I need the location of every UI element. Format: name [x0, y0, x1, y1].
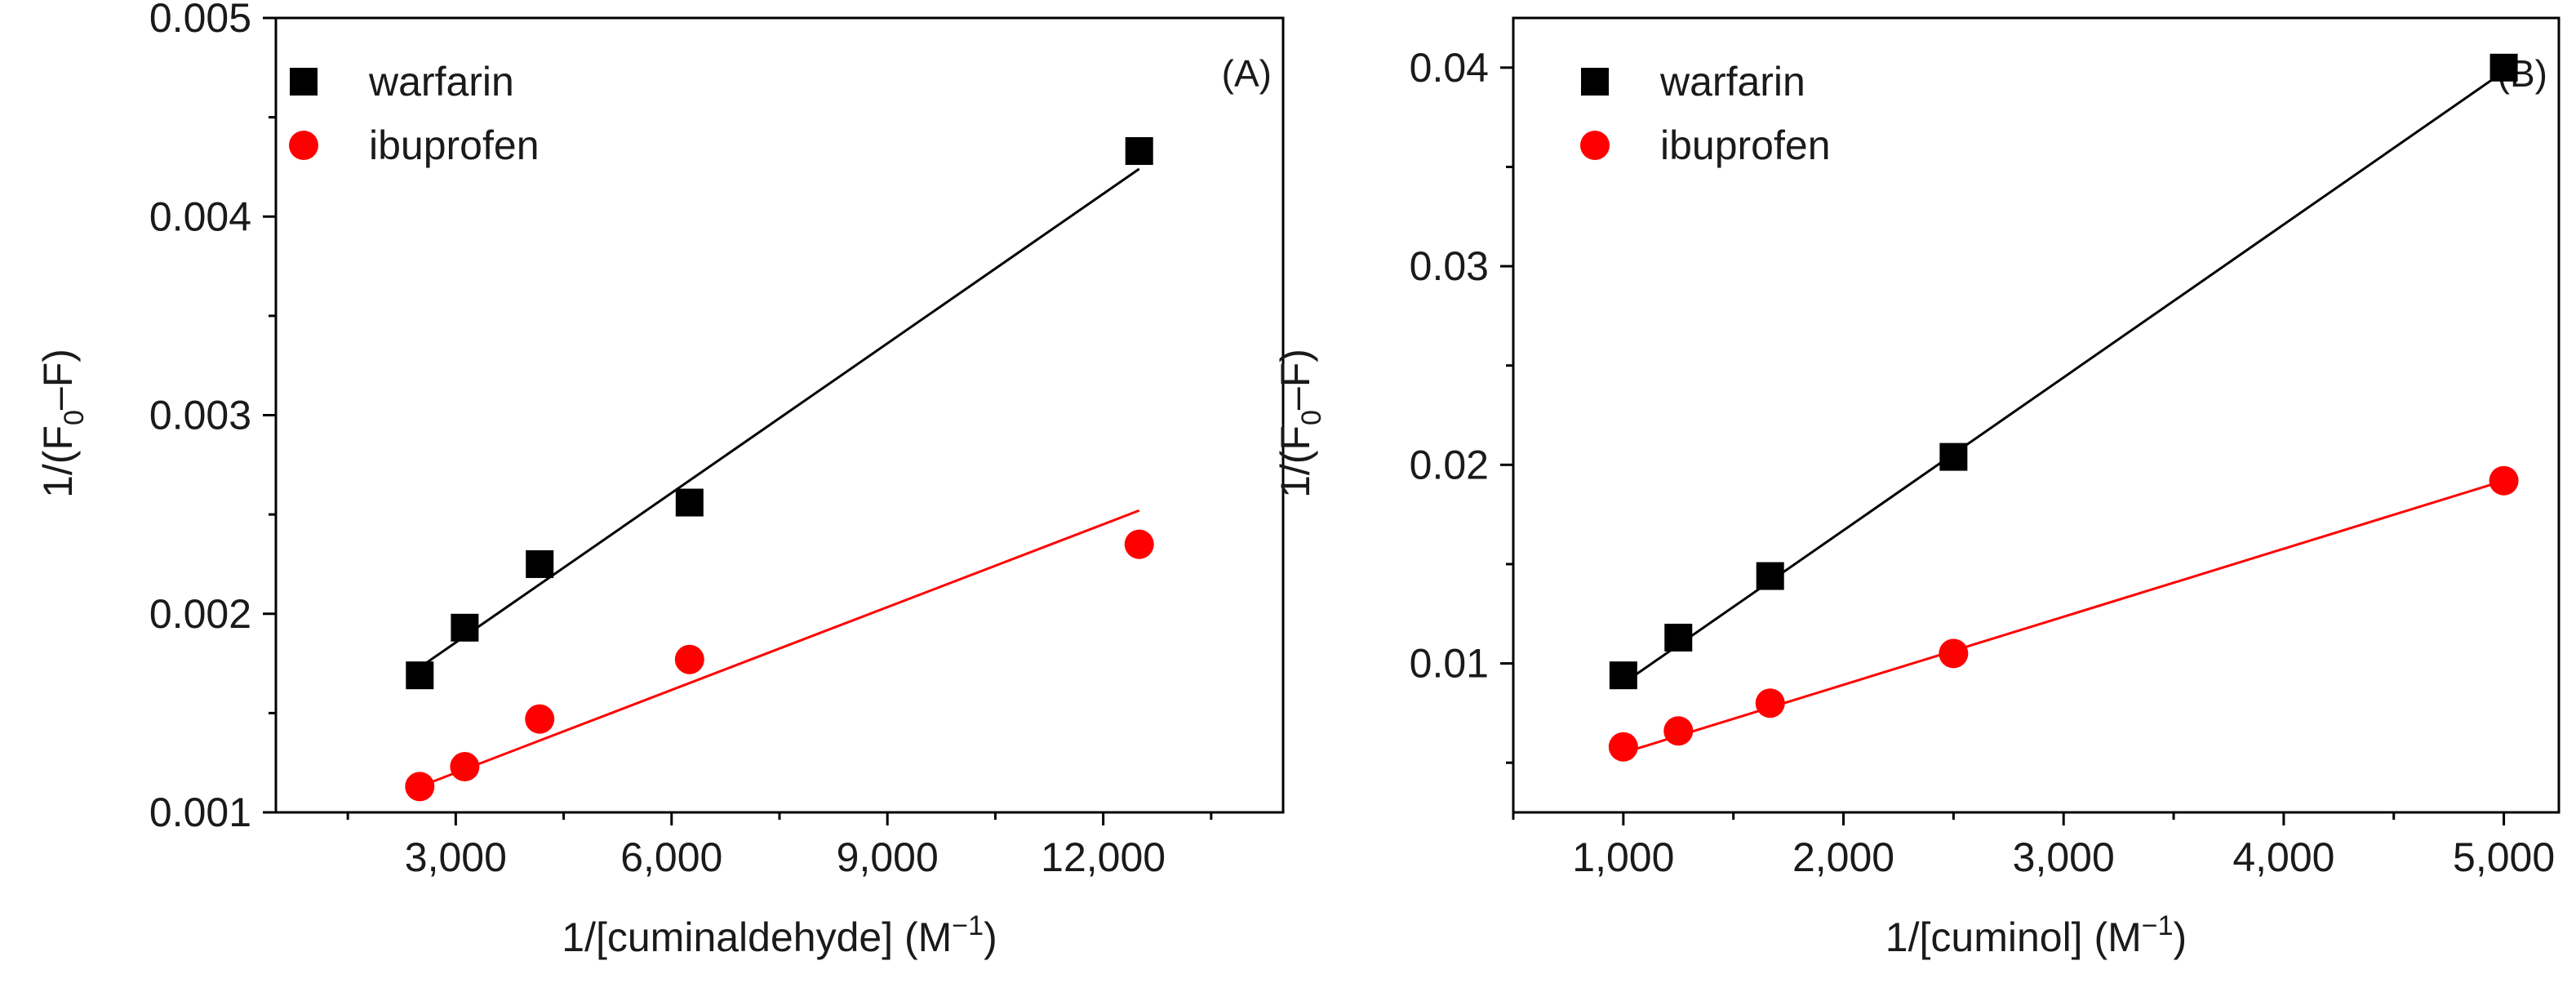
y-tick-label: 0.003: [149, 393, 251, 438]
fit-line-warfarin: [419, 167, 1140, 669]
y-axis-label-rest: –F): [35, 349, 81, 410]
y-axis-label-text: 1/(F: [1272, 425, 1318, 498]
x-tick-label: 3,000: [405, 834, 507, 880]
data-point-warfarin: [406, 661, 434, 690]
data-point-warfarin: [675, 488, 704, 517]
data-point-warfarin: [2489, 53, 2518, 82]
data-point-warfarin: [1756, 562, 1784, 590]
data-point-ibuprofen: [1939, 638, 1969, 669]
x-axis-label-close: ): [2174, 914, 2187, 960]
legend-marker-warfarin: [290, 68, 318, 96]
y-tick-label: 0.04: [1410, 45, 1489, 91]
x-tick-label: 9,000: [837, 834, 939, 880]
fit-line-ibuprofen: [1623, 479, 2505, 754]
x-axis-label: 1/[cuminaldehyde] (M−1): [562, 910, 997, 960]
x-axis-label: 1/[cuminol] (M−1): [1885, 910, 2187, 960]
x-axis-label-close: ): [984, 914, 997, 960]
x-axis-label-superscript: −1: [2142, 910, 2174, 941]
data-point-ibuprofen: [405, 772, 435, 802]
y-tick-label: 0.01: [1410, 641, 1489, 687]
x-tick-label: 6,000: [620, 834, 722, 880]
y-tick-label: 0.002: [149, 591, 251, 637]
series-warfarin: [406, 136, 1153, 690]
y-axis-label-subscript: 0: [59, 410, 90, 425]
fit-line-ibuprofen: [419, 509, 1140, 788]
x-tick-label: 4,000: [2232, 834, 2334, 880]
data-point-ibuprofen: [450, 752, 480, 782]
data-point-warfarin: [451, 613, 479, 642]
legend-label-ibuprofen: ibuprofen: [369, 122, 540, 168]
data-point-warfarin: [526, 549, 554, 578]
plot-frame: [1512, 16, 2560, 814]
data-point-warfarin: [1939, 443, 1968, 471]
y-axis-label-rest: –F): [1272, 349, 1318, 410]
series-warfarin: [1609, 53, 2518, 690]
y-tick-label: 0.02: [1410, 442, 1489, 487]
legend-label-warfarin: warfarin: [1659, 59, 1805, 105]
x-tick-label: 2,000: [1792, 834, 1894, 880]
x-tick-label: 5,000: [2453, 834, 2555, 880]
y-tick-label: 0.03: [1410, 243, 1489, 289]
x-axis-label-superscript: −1: [952, 910, 984, 941]
legend-marker-warfarin: [1581, 68, 1609, 96]
data-point-ibuprofen: [674, 644, 704, 674]
y-tick-label: 0.001: [149, 790, 251, 835]
x-tick-label: 3,000: [2013, 834, 2115, 880]
y-axis-label-text: 1/(F: [35, 425, 81, 498]
panel-label: (A): [1222, 52, 1272, 95]
data-point-ibuprofen: [2489, 465, 2519, 496]
y-axis-label: 1/(F0–F): [1272, 349, 1327, 498]
data-point-ibuprofen: [525, 704, 555, 734]
data-point-ibuprofen: [1608, 732, 1638, 762]
legend-label-ibuprofen: ibuprofen: [1660, 122, 1831, 168]
data-point-warfarin: [1125, 136, 1153, 165]
chart-panel-b: 1,000 2,000 3,000 4,000 5,000 0.01 0.02 0.03 0.0…: [1272, 16, 2560, 960]
x-tick-label: 12,000: [1041, 834, 1166, 880]
data-point-warfarin: [1609, 661, 1637, 690]
y-axis-label-subscript: 0: [1296, 410, 1327, 425]
data-point-ibuprofen: [1124, 529, 1154, 559]
legend-marker-ibuprofen: [289, 131, 318, 160]
x-axis-label-text: 1/[cuminaldehyde] (M: [562, 914, 952, 960]
data-point-ibuprofen: [1663, 716, 1694, 746]
legend-label-warfarin: warfarin: [368, 59, 514, 105]
x-axis-label-text: 1/[cuminol] (M: [1885, 914, 2142, 960]
y-tick-label: 0.005: [149, 0, 251, 41]
data-point-warfarin: [1664, 623, 1693, 652]
y-axis-label: 1/(F0–F): [35, 349, 90, 498]
data-point-ibuprofen: [1755, 688, 1785, 718]
legend-marker-ibuprofen: [1580, 131, 1610, 160]
chart-panel-a: 3,000 6,000 9,000 12,000 0.001 0.002 0.003 0.00…: [35, 0, 1285, 960]
series-ibuprofen: [405, 509, 1154, 802]
x-tick-label: 1,000: [1572, 834, 1674, 880]
series-ibuprofen: [1608, 465, 2519, 762]
y-tick-label: 0.004: [149, 194, 251, 239]
